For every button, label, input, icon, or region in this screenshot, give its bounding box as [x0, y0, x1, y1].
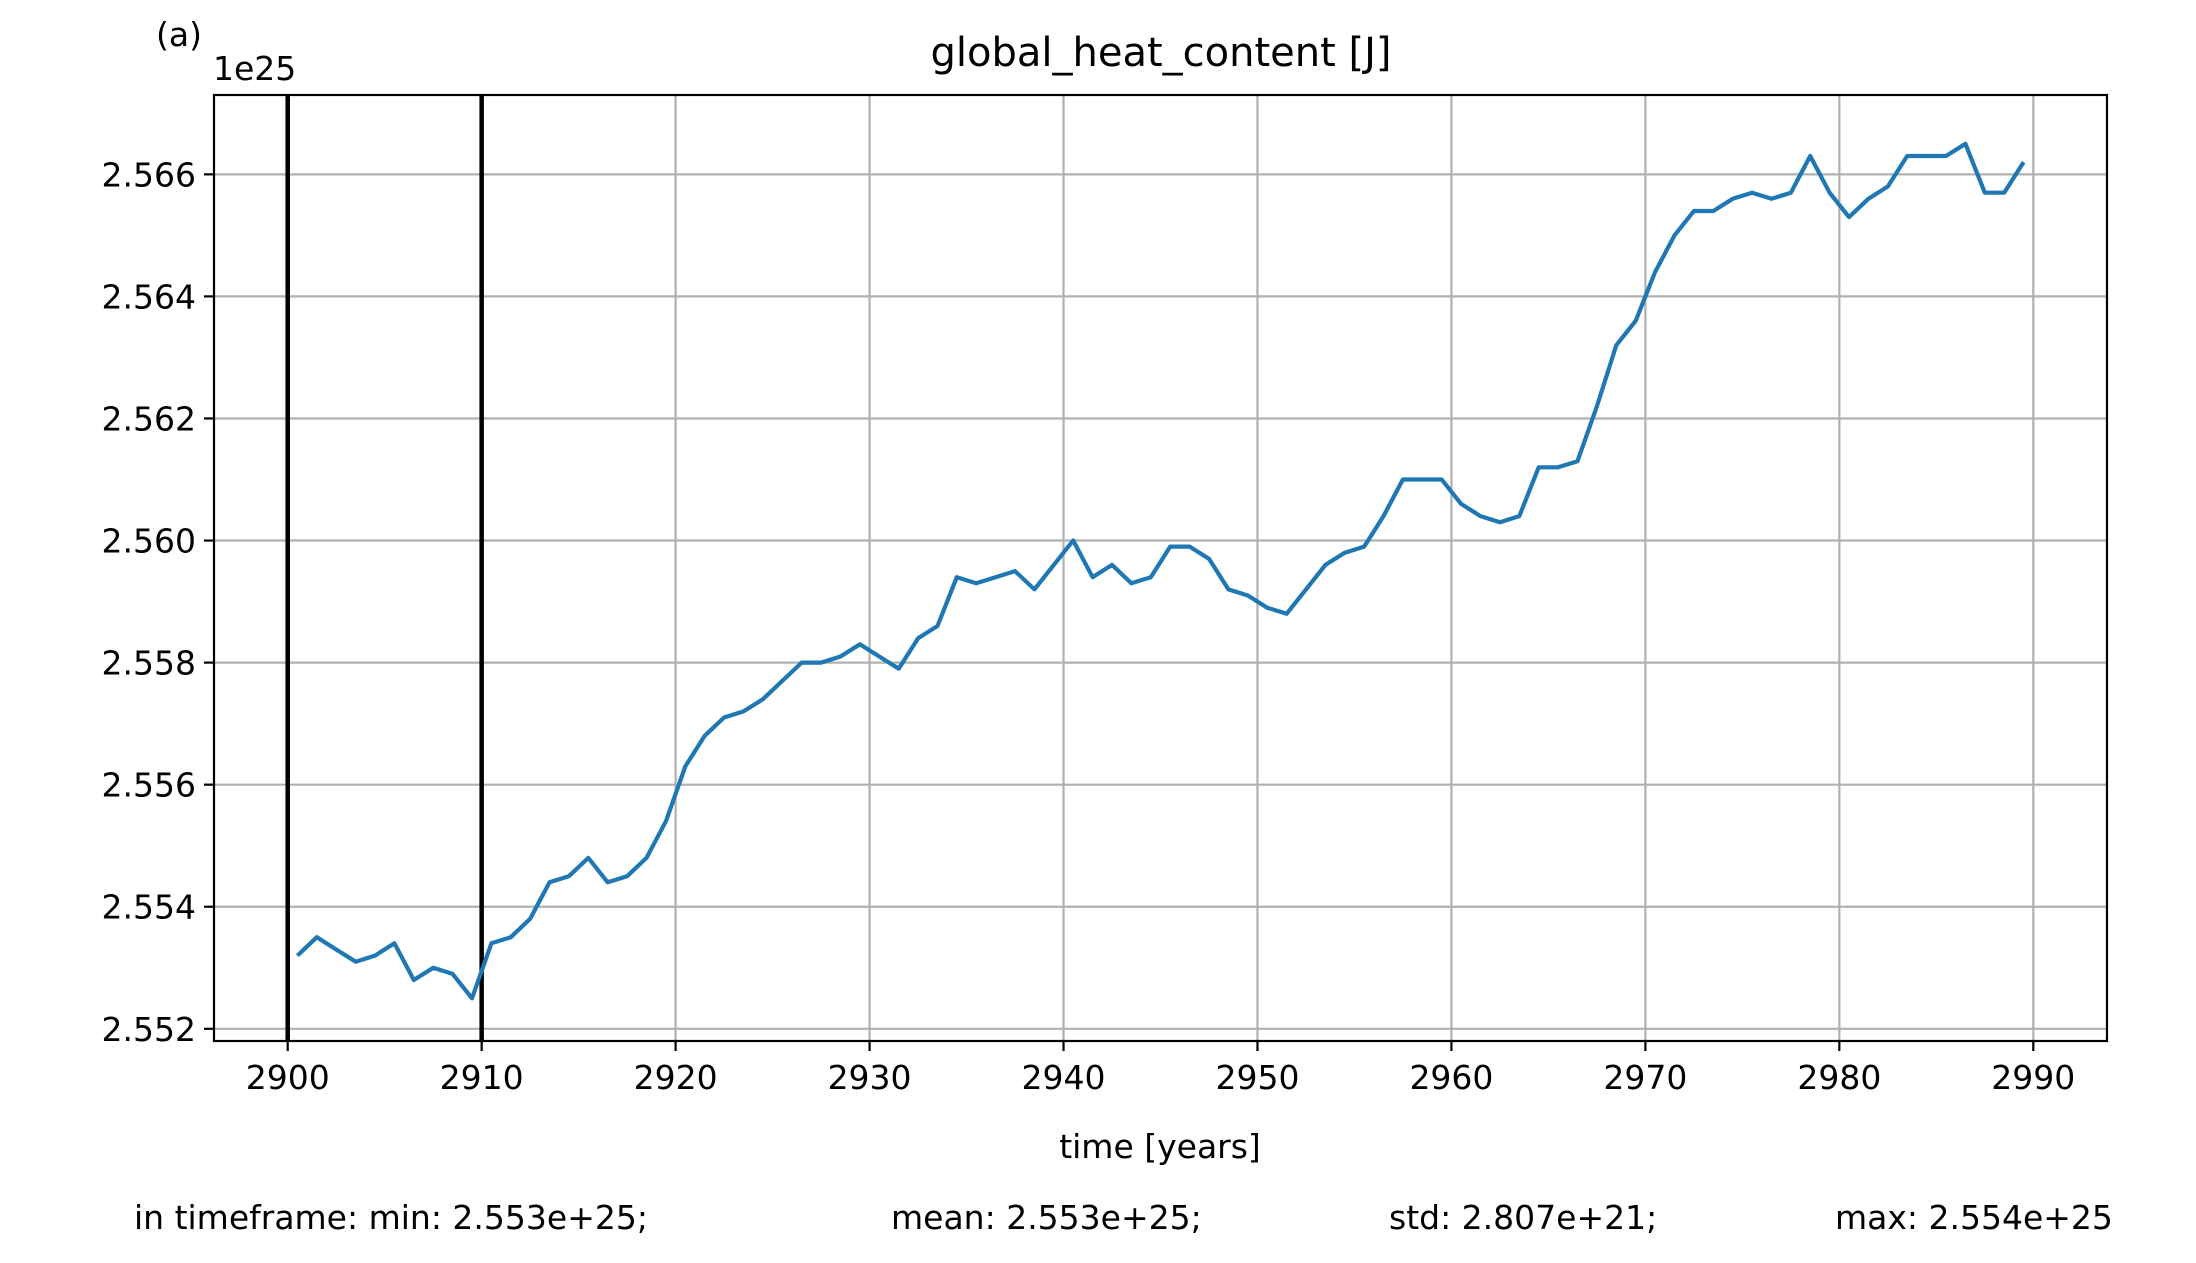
x-axis: 2900 2910 2920 2930 2940 2950 2960 2970 2980 2990: [246, 1041, 2075, 1097]
y-tick-label: 2.554: [102, 888, 196, 927]
x-tick-label: 2970: [1603, 1058, 1687, 1097]
panel-label: (a): [156, 15, 202, 54]
x-tick-label: 2980: [1797, 1058, 1881, 1097]
series-layer: [295, 141, 2026, 1001]
vertical-markers: [285, 95, 484, 1041]
x-tick-label: 2920: [634, 1058, 718, 1097]
x-axis-label: time [years]: [1059, 1127, 1261, 1166]
y-tick-label: 2.560: [102, 522, 196, 561]
stats-max: max: 2.554e+25: [1835, 1198, 2113, 1237]
y-tick-label: 2.564: [102, 277, 196, 316]
plot-frame: [212, 93, 2109, 1043]
x-tick-label: 2910: [440, 1058, 524, 1097]
y-offset-label: 1e25: [213, 49, 296, 88]
stats-min: in timeframe: min: 2.553e+25;: [134, 1198, 648, 1237]
y-tick-label: 2.566: [102, 155, 196, 194]
chart-title: global_heat_content [J]: [930, 30, 1391, 76]
stats-std: std: 2.807e+21;: [1389, 1198, 1658, 1237]
x-tick-label: 2900: [246, 1058, 330, 1097]
stats-footer: in timeframe: min: 2.553e+25; mean: 2.55…: [0, 1198, 2196, 1248]
y-tick-label: 2.558: [102, 644, 196, 683]
y-tick-label: 2.556: [102, 766, 196, 805]
x-tick-label: 2990: [1991, 1058, 2075, 1097]
y-tick-label: 2.552: [102, 1010, 196, 1049]
stats-mean: mean: 2.553e+25;: [891, 1198, 1202, 1237]
x-tick-label: 2960: [1409, 1058, 1493, 1097]
x-tick-label: 2950: [1215, 1058, 1299, 1097]
grid: [214, 95, 2107, 1041]
series-line: [295, 141, 2026, 1001]
y-tick-label: 2.562: [102, 399, 196, 438]
x-tick-label: 2930: [828, 1058, 912, 1097]
x-tick-label: 2940: [1022, 1058, 1106, 1097]
y-axis: 2.552 2.554 2.556 2.558 2.560 2.562 2.564 2.566: [102, 155, 214, 1049]
